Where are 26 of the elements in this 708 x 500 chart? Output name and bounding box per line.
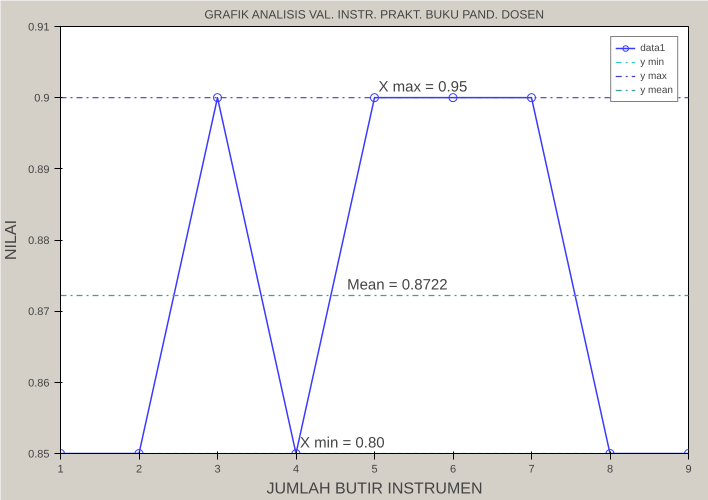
legend-label: y max: [640, 70, 667, 83]
x-tick-label: 8: [606, 464, 614, 476]
x-tick-label: 5: [371, 464, 378, 476]
x-axis-title: JUMLAH BUTIR INSTRUMEN: [266, 480, 483, 498]
x-tick-label: 9: [685, 464, 692, 476]
annotation: Mean = 0.8722: [347, 276, 448, 294]
y-axis-title: NILAI: [3, 220, 20, 260]
legend-label: data1: [640, 42, 666, 55]
y-tick-label: 0.89: [28, 164, 50, 176]
y-tick-label: 0.87: [28, 306, 50, 318]
chart-title: GRAFIK ANALISIS VAL. INSTR. PRAKT. BUKU PAND. DOSEN: [204, 8, 544, 22]
x-tick-label: 7: [528, 464, 535, 476]
annotation: X min = 0.80: [300, 434, 385, 452]
y-tick-label: 0.85: [28, 448, 50, 460]
x-tick-label: 3: [214, 464, 221, 476]
x-tick-label: 2: [136, 464, 142, 476]
y-tick-label: 0.91: [28, 22, 50, 34]
y-tick-label: 0.9: [34, 92, 50, 105]
x-tick-label: 4: [292, 464, 300, 476]
legend-label: y min: [640, 56, 664, 69]
x-tick-label: 6: [450, 464, 456, 476]
y-tick-label: 0.86: [28, 377, 50, 390]
x-tick-label: 1: [57, 464, 64, 476]
annotation: X max = 0.95: [378, 78, 468, 96]
legend-label: y mean: [640, 84, 673, 97]
y-tick-label: 0.88: [28, 235, 50, 247]
